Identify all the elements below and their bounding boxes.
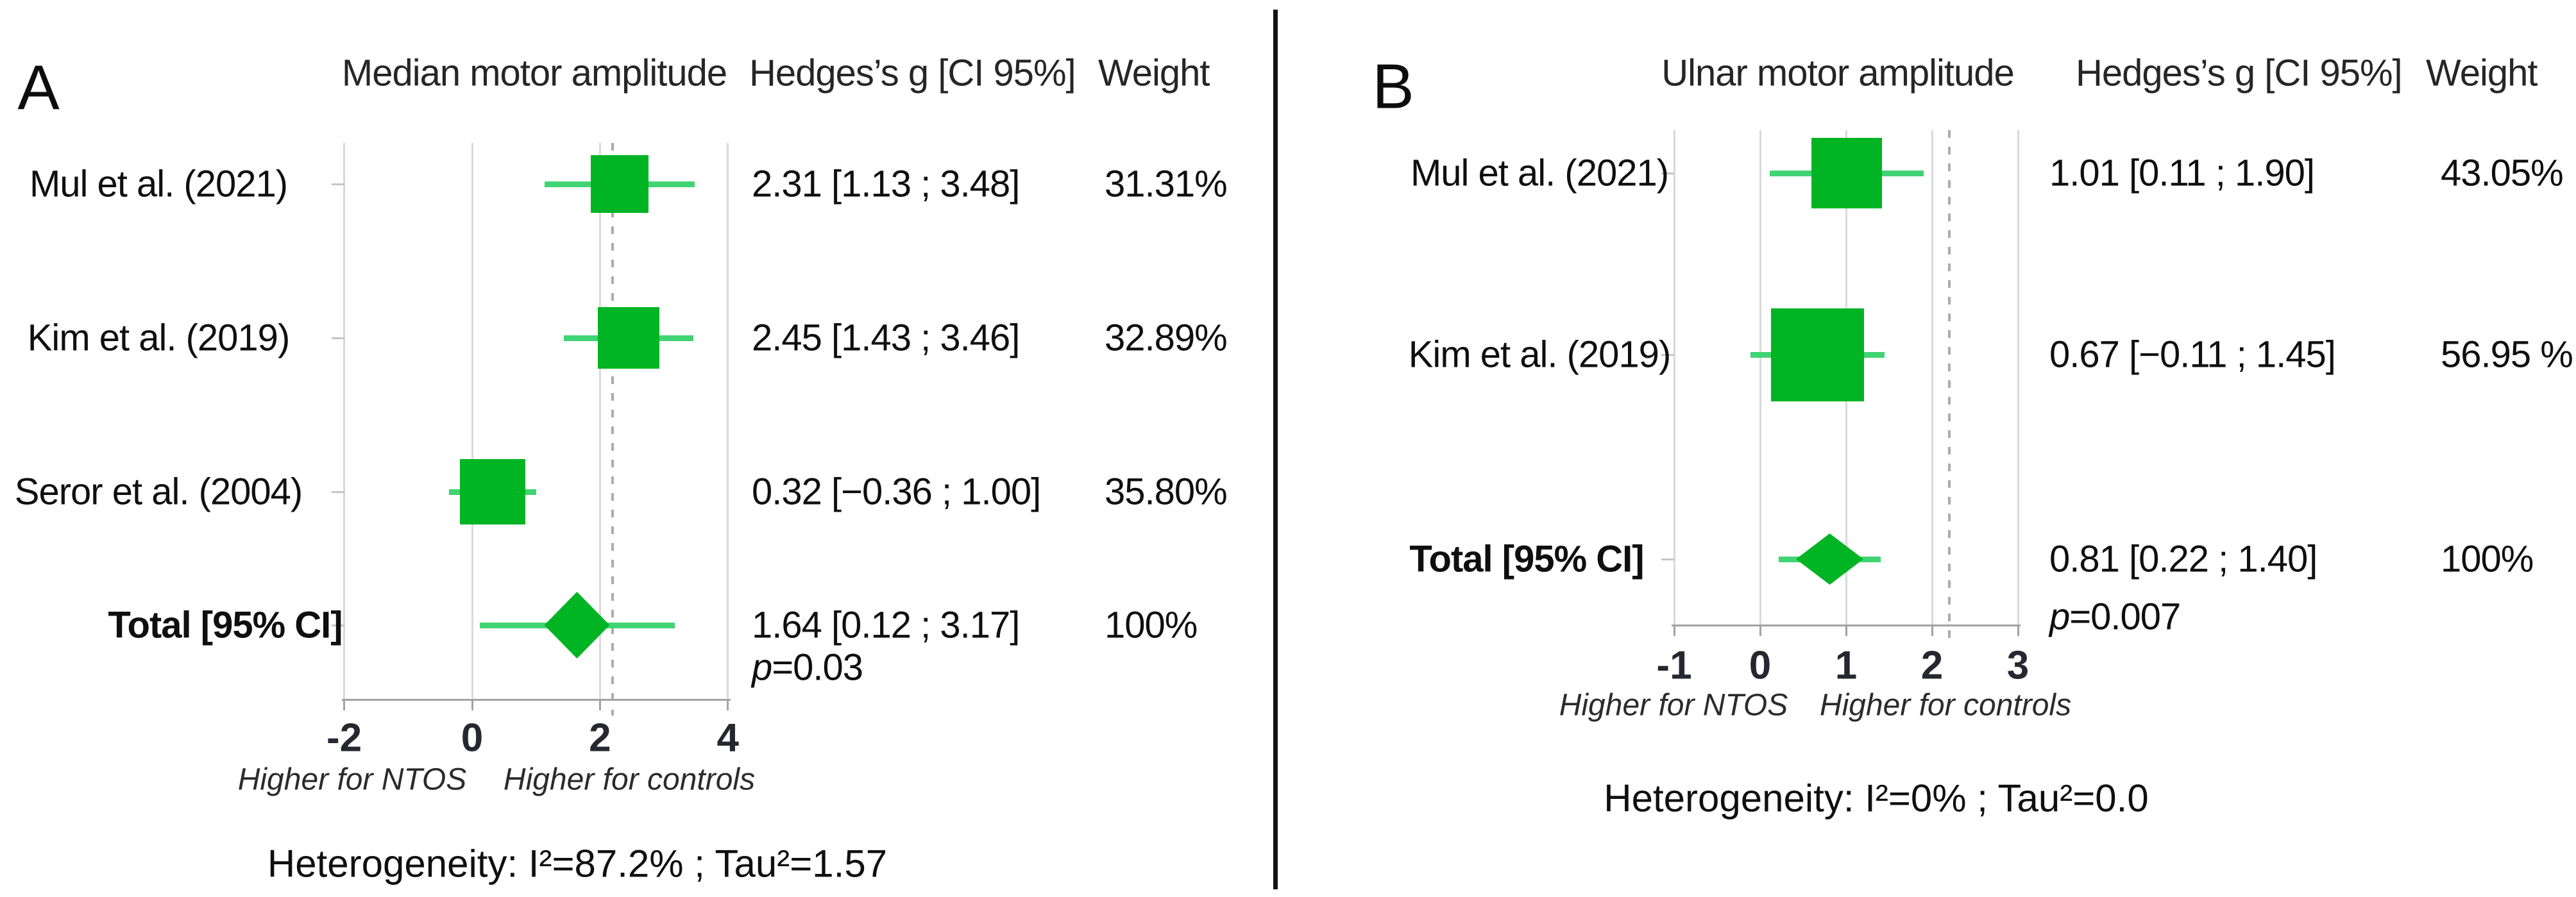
weight-percent-text: 100% [1105, 604, 1198, 646]
row-axis-tick [1661, 558, 1674, 560]
x-axis-tick-label: -2 [326, 716, 362, 760]
study-row-label: Seror et al. (2004) [14, 471, 303, 513]
panel-a-effect-column-header: Hedges’s g [CI 95%] [749, 52, 1076, 94]
row-axis-tick [1661, 353, 1674, 356]
x-axis-tick [1759, 625, 1761, 636]
gridline [343, 143, 346, 699]
x-axis-tick-label: 2 [589, 716, 611, 760]
weight-percent-text: 35.80% [1105, 471, 1228, 513]
dashed-guide-line [1947, 130, 1951, 641]
panel-a-right-direction-label: Higher for controls [503, 762, 756, 797]
panel-b-letter: B [1372, 51, 1414, 122]
panel-b-weight-column-header: Weight [2426, 52, 2538, 94]
total-row-label: Total [95% CI] [1409, 538, 1644, 580]
weight-percent-text: 43.05% [2441, 152, 2564, 194]
p-value-text: p=0.03 [752, 646, 863, 689]
panel-a-title: Median motor amplitude [341, 52, 727, 94]
effect-estimate-text: 2.31 [1.13 ; 3.48] [752, 163, 1020, 205]
row-axis-tick [331, 490, 344, 493]
x-axis-tick-label: 2 [1920, 643, 1944, 688]
x-axis-line [341, 699, 731, 701]
x-axis-tick-label: 0 [461, 716, 484, 760]
gridline [2017, 130, 2019, 625]
total-row-label: Total [95% CI] [108, 604, 343, 646]
x-axis-tick [2017, 625, 2019, 636]
panel-a-letter: A [17, 52, 60, 123]
x-axis-tick [598, 699, 601, 710]
weight-percent-text: 100% [2441, 538, 2534, 580]
panel-b-heterogeneity-text: Heterogeneity: I²=0% ; Tau²=0.0 [1604, 776, 2149, 820]
x-axis-tick-label: 1 [1835, 643, 1858, 688]
panel-a-heterogeneity-text: Heterogeneity: I²=87.2% ; Tau²=1.57 [267, 842, 888, 885]
pooled-effect-diamond [1796, 533, 1864, 585]
study-weight-square [598, 307, 660, 369]
weight-percent-text: 32.89% [1105, 317, 1228, 359]
x-axis-tick [1673, 625, 1675, 636]
gridline [1673, 130, 1675, 625]
row-axis-tick [1661, 172, 1674, 174]
panel-b-right-direction-label: Higher for controls [1819, 688, 2072, 723]
x-axis-tick [471, 699, 473, 710]
gridline [1759, 130, 1761, 625]
row-axis-tick [331, 183, 344, 185]
x-axis-tick [1845, 625, 1847, 636]
effect-estimate-text: 1.64 [0.12 ; 3.17] [752, 604, 1020, 646]
gridline [598, 143, 601, 699]
study-weight-square [459, 459, 525, 524]
dashed-guide-line [611, 143, 614, 716]
weight-percent-text: 31.31% [1105, 163, 1228, 205]
effect-estimate-text: 0.67 [−0.11 ; 1.45] [2049, 333, 2336, 376]
gridline [727, 143, 729, 699]
x-axis-tick-label: -1 [1656, 643, 1692, 688]
study-row-label: Mul et al. (2021) [29, 163, 288, 205]
panel-divider-line [1273, 10, 1278, 889]
study-row-label: Kim et al. (2019) [27, 317, 291, 359]
effect-estimate-text: 0.32 [−0.36 ; 1.00] [752, 471, 1041, 513]
study-row-label: Kim et al. (2019) [1408, 333, 1672, 376]
study-row-label: Mul et al. (2021) [1410, 152, 1669, 194]
panel-b-title: Ulnar motor amplitude [1661, 52, 2015, 94]
row-axis-tick [331, 624, 344, 626]
x-axis-tick [1931, 625, 1933, 636]
x-axis-tick [727, 699, 729, 710]
row-axis-tick [331, 337, 344, 339]
panel-b-left-direction-label: Higher for NTOS [1559, 688, 1788, 723]
weight-percent-text: 56.95 % [2441, 333, 2573, 376]
x-axis-tick-label: 0 [1749, 643, 1772, 688]
study-weight-square [1771, 308, 1865, 401]
effect-estimate-text: 2.45 [1.43 ; 3.46] [752, 317, 1020, 359]
x-axis-tick [343, 699, 346, 710]
gridline [1931, 130, 1933, 625]
panel-a-weight-column-header: Weight [1098, 52, 1210, 94]
gridline [471, 143, 473, 699]
study-weight-square [1811, 138, 1883, 208]
panel-a-left-direction-label: Higher for NTOS [237, 762, 467, 797]
x-axis-tick-label: 4 [716, 716, 740, 760]
effect-estimate-text: 0.81 [0.22 ; 1.40] [2049, 538, 2318, 580]
p-value-text: p=0.007 [2049, 596, 2181, 638]
effect-estimate-text: 1.01 [0.11 ; 1.90] [2049, 152, 2315, 194]
study-weight-square [591, 155, 649, 213]
x-axis-tick-label: 3 [2006, 643, 2029, 688]
panel-b-effect-column-header: Hedges’s g [CI 95%] [2076, 52, 2403, 94]
